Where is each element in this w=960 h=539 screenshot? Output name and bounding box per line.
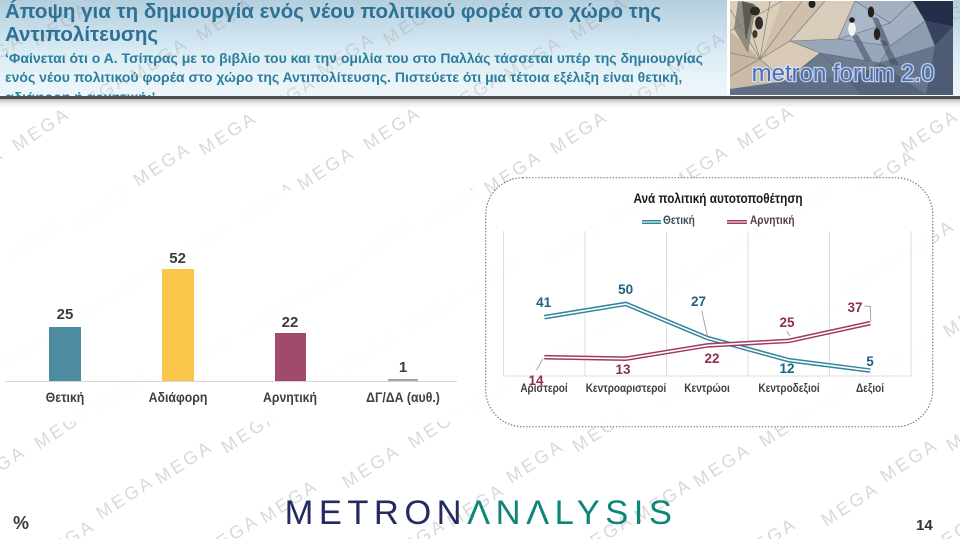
svg-text:metron forum 2.0: metron forum 2.0: [752, 60, 935, 87]
svg-text:metron forum 2.0: metron forum 2.0: [752, 60, 935, 87]
